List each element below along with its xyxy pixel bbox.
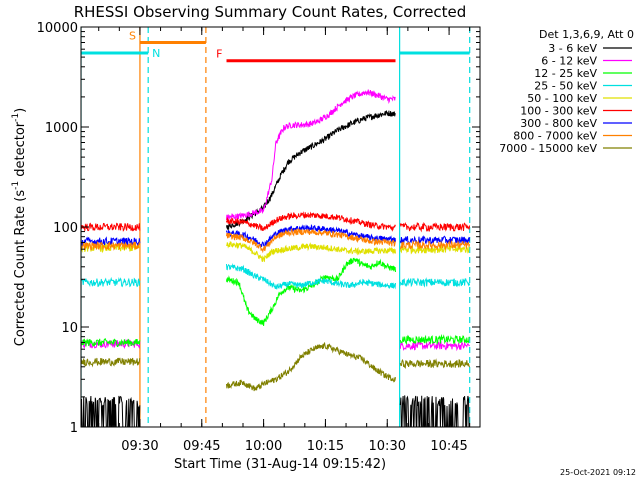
chart-title: RHESSI Observing Summary Count Rates, Co…	[74, 3, 467, 21]
series-line	[226, 341, 396, 392]
series-line	[81, 241, 141, 251]
legend-label: 3 - 6 keV	[548, 42, 597, 55]
series-line	[226, 211, 396, 232]
footer-date: 25-Oct-2021 09:12	[560, 468, 636, 477]
series-1	[81, 89, 470, 352]
series-line	[226, 89, 396, 221]
y-axis: 1 10 100 1000 10000	[37, 21, 480, 436]
series-4	[81, 241, 470, 263]
y-axis-label-mid: detector	[13, 121, 28, 181]
series-line	[81, 222, 141, 232]
y-axis-label-end: )	[13, 108, 28, 113]
legend-title: Det 1,3,6,9, Att 0	[539, 28, 634, 41]
series-3	[81, 263, 471, 290]
y-tick-label: 10	[61, 321, 78, 336]
legend-label: 25 - 50 keV	[534, 80, 597, 93]
legend-label: 300 - 800 keV	[520, 117, 597, 130]
series-line	[81, 357, 141, 368]
series-6	[81, 223, 471, 250]
series-line	[399, 333, 470, 346]
series-line	[399, 277, 471, 288]
series-line	[81, 395, 141, 427]
flag-label-night: N	[152, 47, 160, 60]
series-line	[399, 235, 471, 245]
x-tick-label: 10:30	[369, 439, 406, 454]
series-8	[81, 341, 471, 392]
series-line	[81, 242, 141, 254]
y-axis-label-sup2: -1	[11, 113, 21, 122]
x-tick-label: 10:45	[430, 439, 467, 454]
x-axis: 09:30 09:45 10:00 10:15 10:30 10:45	[98, 27, 471, 454]
series-0	[81, 110, 470, 427]
series-line	[226, 110, 396, 231]
series-5	[81, 211, 471, 233]
x-tick-label: 09:30	[121, 439, 158, 454]
legend-label: 100 - 300 keV	[520, 105, 597, 118]
y-tick-label: 1000	[45, 121, 78, 136]
legend-label: 6 - 12 keV	[541, 55, 597, 68]
series-7	[81, 227, 471, 254]
series-line	[399, 221, 471, 233]
series-line	[399, 239, 471, 251]
legend-label: 7000 - 15000 keV	[499, 142, 597, 155]
series-line	[226, 223, 396, 250]
legend-label: 800 - 7000 keV	[513, 130, 597, 143]
x-tick-label: 10:15	[307, 439, 344, 454]
series-line	[399, 395, 470, 427]
series-line	[399, 340, 470, 352]
y-tick-label: 100	[53, 221, 78, 236]
series-line	[226, 227, 396, 254]
series-line	[81, 236, 141, 247]
flag-bars: S N F	[81, 29, 470, 63]
series-line	[399, 245, 470, 255]
series-line	[226, 257, 396, 326]
flag-label-flare: F	[216, 48, 222, 61]
series-group	[81, 89, 471, 427]
y-tick-label: 1	[70, 421, 78, 436]
series-line	[226, 263, 396, 290]
y-axis-label: Corrected Count Rate (s-1 detector-1)	[11, 108, 28, 346]
series-line	[399, 358, 471, 369]
series-line	[226, 241, 396, 263]
y-axis-label-sup1: -1	[11, 181, 21, 190]
series-line	[81, 337, 141, 348]
x-tick-label: 09:45	[183, 439, 220, 454]
y-tick-label: 10000	[37, 21, 78, 36]
series-line	[81, 276, 141, 288]
flag-label-saa: S	[129, 29, 136, 42]
y-axis-label-main: Corrected Count Rate (s	[13, 190, 28, 347]
legend-label: 50 - 100 keV	[527, 92, 597, 105]
series-2	[81, 257, 470, 348]
legend-label: 12 - 25 keV	[534, 67, 597, 80]
x-tick-label: 10:00	[245, 439, 282, 454]
x-axis-label: Start Time (31-Aug-14 09:15:42)	[174, 457, 386, 472]
